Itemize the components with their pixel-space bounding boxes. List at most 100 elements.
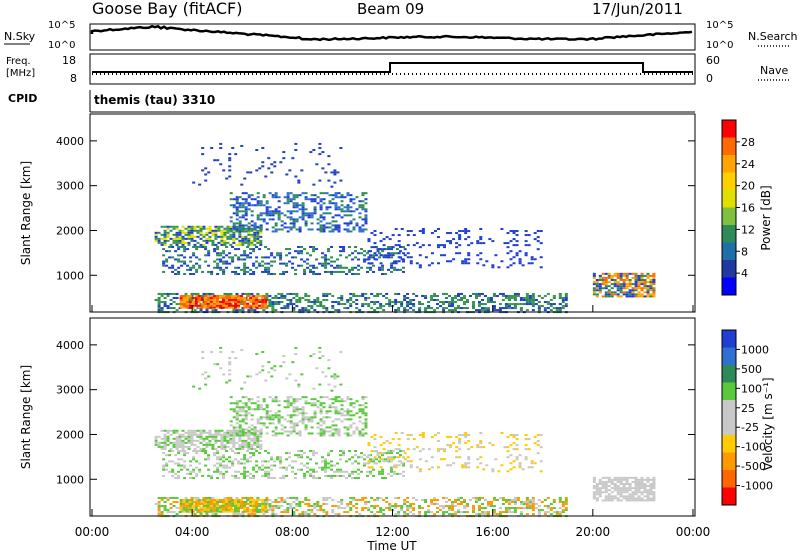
velocity-cell bbox=[418, 511, 422, 514]
velocity-cell bbox=[264, 506, 268, 509]
velocity-cell bbox=[163, 429, 167, 432]
power-cell bbox=[324, 258, 328, 261]
power-cell bbox=[397, 244, 401, 247]
power-cell bbox=[197, 298, 201, 301]
power-cell bbox=[464, 260, 468, 263]
velocity-cell bbox=[622, 495, 626, 498]
power-cell bbox=[212, 306, 216, 309]
power-cell bbox=[334, 301, 338, 304]
velocity-cell bbox=[334, 430, 338, 433]
velocity-cell bbox=[403, 452, 407, 455]
velocity-cell bbox=[267, 474, 271, 477]
power-cell bbox=[334, 214, 338, 217]
power-cell bbox=[291, 262, 295, 265]
power-colorbar-segment bbox=[722, 120, 736, 138]
velocity-cell bbox=[154, 443, 158, 446]
velocity-cell bbox=[307, 505, 311, 508]
power-cell bbox=[598, 274, 602, 277]
velocity-cell bbox=[232, 437, 236, 440]
velocity-cell bbox=[171, 468, 175, 471]
power-cell bbox=[349, 210, 353, 213]
velocity-cell bbox=[221, 508, 225, 511]
power-cell bbox=[367, 262, 371, 265]
velocity-cell bbox=[166, 443, 170, 446]
velocity-cell bbox=[304, 513, 308, 516]
power-cell bbox=[188, 306, 192, 309]
power-cell bbox=[649, 281, 653, 284]
velocity-cell bbox=[301, 418, 305, 421]
velocity-cell bbox=[352, 402, 356, 405]
power-cell bbox=[250, 235, 254, 238]
velocity-cell bbox=[427, 448, 431, 451]
velocity-cell bbox=[361, 422, 365, 425]
power-cell bbox=[280, 296, 284, 299]
power-cell bbox=[310, 212, 314, 215]
power-cell bbox=[479, 242, 483, 245]
power-cell bbox=[250, 309, 254, 312]
time-axis-label: Time UT bbox=[366, 539, 417, 553]
velocity-cell bbox=[221, 504, 225, 507]
power-cell bbox=[172, 307, 176, 310]
power-cell bbox=[202, 243, 206, 246]
power-cell bbox=[304, 309, 308, 312]
power-cell bbox=[634, 289, 638, 292]
velocity-cell bbox=[261, 468, 265, 471]
velocity-cell bbox=[524, 438, 528, 441]
velocity-cell bbox=[558, 496, 562, 499]
velocity-cell bbox=[204, 371, 208, 374]
power-cell bbox=[246, 302, 250, 305]
power-cell bbox=[646, 281, 650, 284]
power-cell bbox=[549, 299, 553, 302]
power-cell bbox=[601, 283, 605, 286]
velocity-cell bbox=[264, 502, 268, 505]
power-cell bbox=[533, 258, 537, 261]
power-cell bbox=[394, 301, 398, 304]
power-cell bbox=[253, 226, 257, 229]
power-cell bbox=[265, 296, 269, 299]
velocity-cell bbox=[309, 355, 313, 358]
power-cell bbox=[512, 230, 516, 233]
power-cell bbox=[355, 224, 359, 227]
velocity-cell bbox=[607, 495, 611, 498]
power-cell bbox=[412, 305, 416, 308]
power-cell bbox=[289, 299, 293, 302]
power-cell bbox=[355, 299, 359, 302]
velocity-cell bbox=[224, 510, 228, 513]
power-cell bbox=[527, 244, 531, 247]
power-cell bbox=[160, 243, 164, 246]
velocity-cell bbox=[507, 507, 511, 510]
power-cell bbox=[409, 230, 413, 233]
power-cell bbox=[205, 309, 209, 312]
power-cell bbox=[294, 175, 298, 178]
velocity-cell bbox=[592, 480, 596, 483]
velocity-cell bbox=[637, 491, 641, 494]
velocity-cell bbox=[250, 447, 254, 450]
velocity-cell bbox=[157, 496, 161, 499]
power-cell bbox=[325, 307, 329, 310]
velocity-cell bbox=[274, 500, 278, 503]
power-cell bbox=[322, 192, 326, 195]
velocity-cell bbox=[313, 513, 317, 516]
velocity-cell bbox=[294, 379, 298, 382]
power-cell bbox=[316, 301, 320, 304]
velocity-cell bbox=[228, 369, 232, 372]
power-cell bbox=[315, 266, 319, 269]
power-cell bbox=[337, 309, 341, 312]
velocity-cell bbox=[249, 472, 253, 475]
power-cell bbox=[215, 297, 219, 300]
velocity-cell bbox=[357, 468, 361, 471]
velocity-cell bbox=[264, 499, 268, 502]
power-cell bbox=[267, 270, 271, 273]
power-cell bbox=[295, 301, 299, 304]
velocity-cell bbox=[271, 416, 275, 419]
velocity-cell bbox=[361, 496, 365, 499]
velocity-cell bbox=[262, 408, 266, 411]
power-cell bbox=[361, 208, 365, 211]
power-cell bbox=[238, 226, 242, 229]
power-cell bbox=[286, 292, 290, 295]
nsearch-label: N.Search bbox=[748, 30, 798, 43]
velocity-cell bbox=[595, 493, 599, 496]
velocity-cell bbox=[518, 454, 522, 457]
power-cell bbox=[381, 266, 385, 269]
velocity-cell bbox=[262, 422, 266, 425]
